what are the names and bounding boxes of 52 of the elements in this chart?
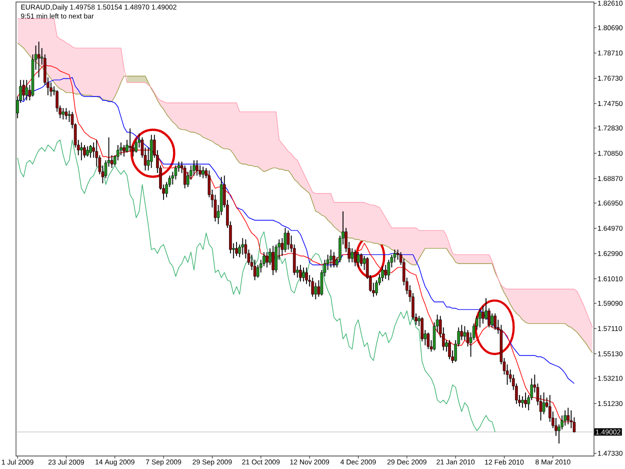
candlestick [80,142,83,161]
candlestick [564,410,566,426]
candlestick [384,264,388,280]
candlestick [198,164,202,178]
candlestick [256,264,260,278]
candlestick [183,164,186,189]
candlestick [420,316,424,342]
candlestick [37,41,40,78]
candlestick [311,277,314,298]
candlestick [460,324,464,341]
candlestick [305,267,308,284]
candlestick [68,110,71,122]
candlestick [196,160,198,176]
candlestick [490,312,494,328]
candlestick [150,134,153,168]
candlestick [566,407,570,425]
candlestick [478,308,482,328]
candlestick [83,144,86,158]
candlestick [524,392,527,408]
candlestick [314,282,318,300]
candlestick [356,252,360,268]
candlestick [64,108,68,120]
candlestick [542,392,546,415]
candlestick [570,410,573,429]
candlestick [86,146,89,157]
candlestick [332,252,336,268]
candlestick [22,79,26,101]
candlestick [354,249,357,267]
candlestick [241,238,244,256]
candlestick [426,332,430,350]
candlestick [25,79,28,101]
candlestick [62,108,65,120]
candlestick [360,252,363,267]
candlestick [202,166,204,179]
candlestick [89,144,92,158]
candlestick [272,245,274,276]
candlestick [192,160,196,176]
candlestick [448,340,451,360]
candlestick [463,326,466,341]
candlestick [235,241,238,256]
candlestick [286,230,290,250]
candlestick [521,396,524,408]
candlestick [299,264,302,282]
candlestick [122,144,126,157]
candlestick [329,249,332,268]
candlestick [284,227,287,253]
candlestick [266,252,268,268]
candlestick [482,305,484,324]
candlestick [350,248,354,263]
candlestick [381,266,384,282]
candlestick [494,312,497,330]
candlestick [302,267,305,282]
